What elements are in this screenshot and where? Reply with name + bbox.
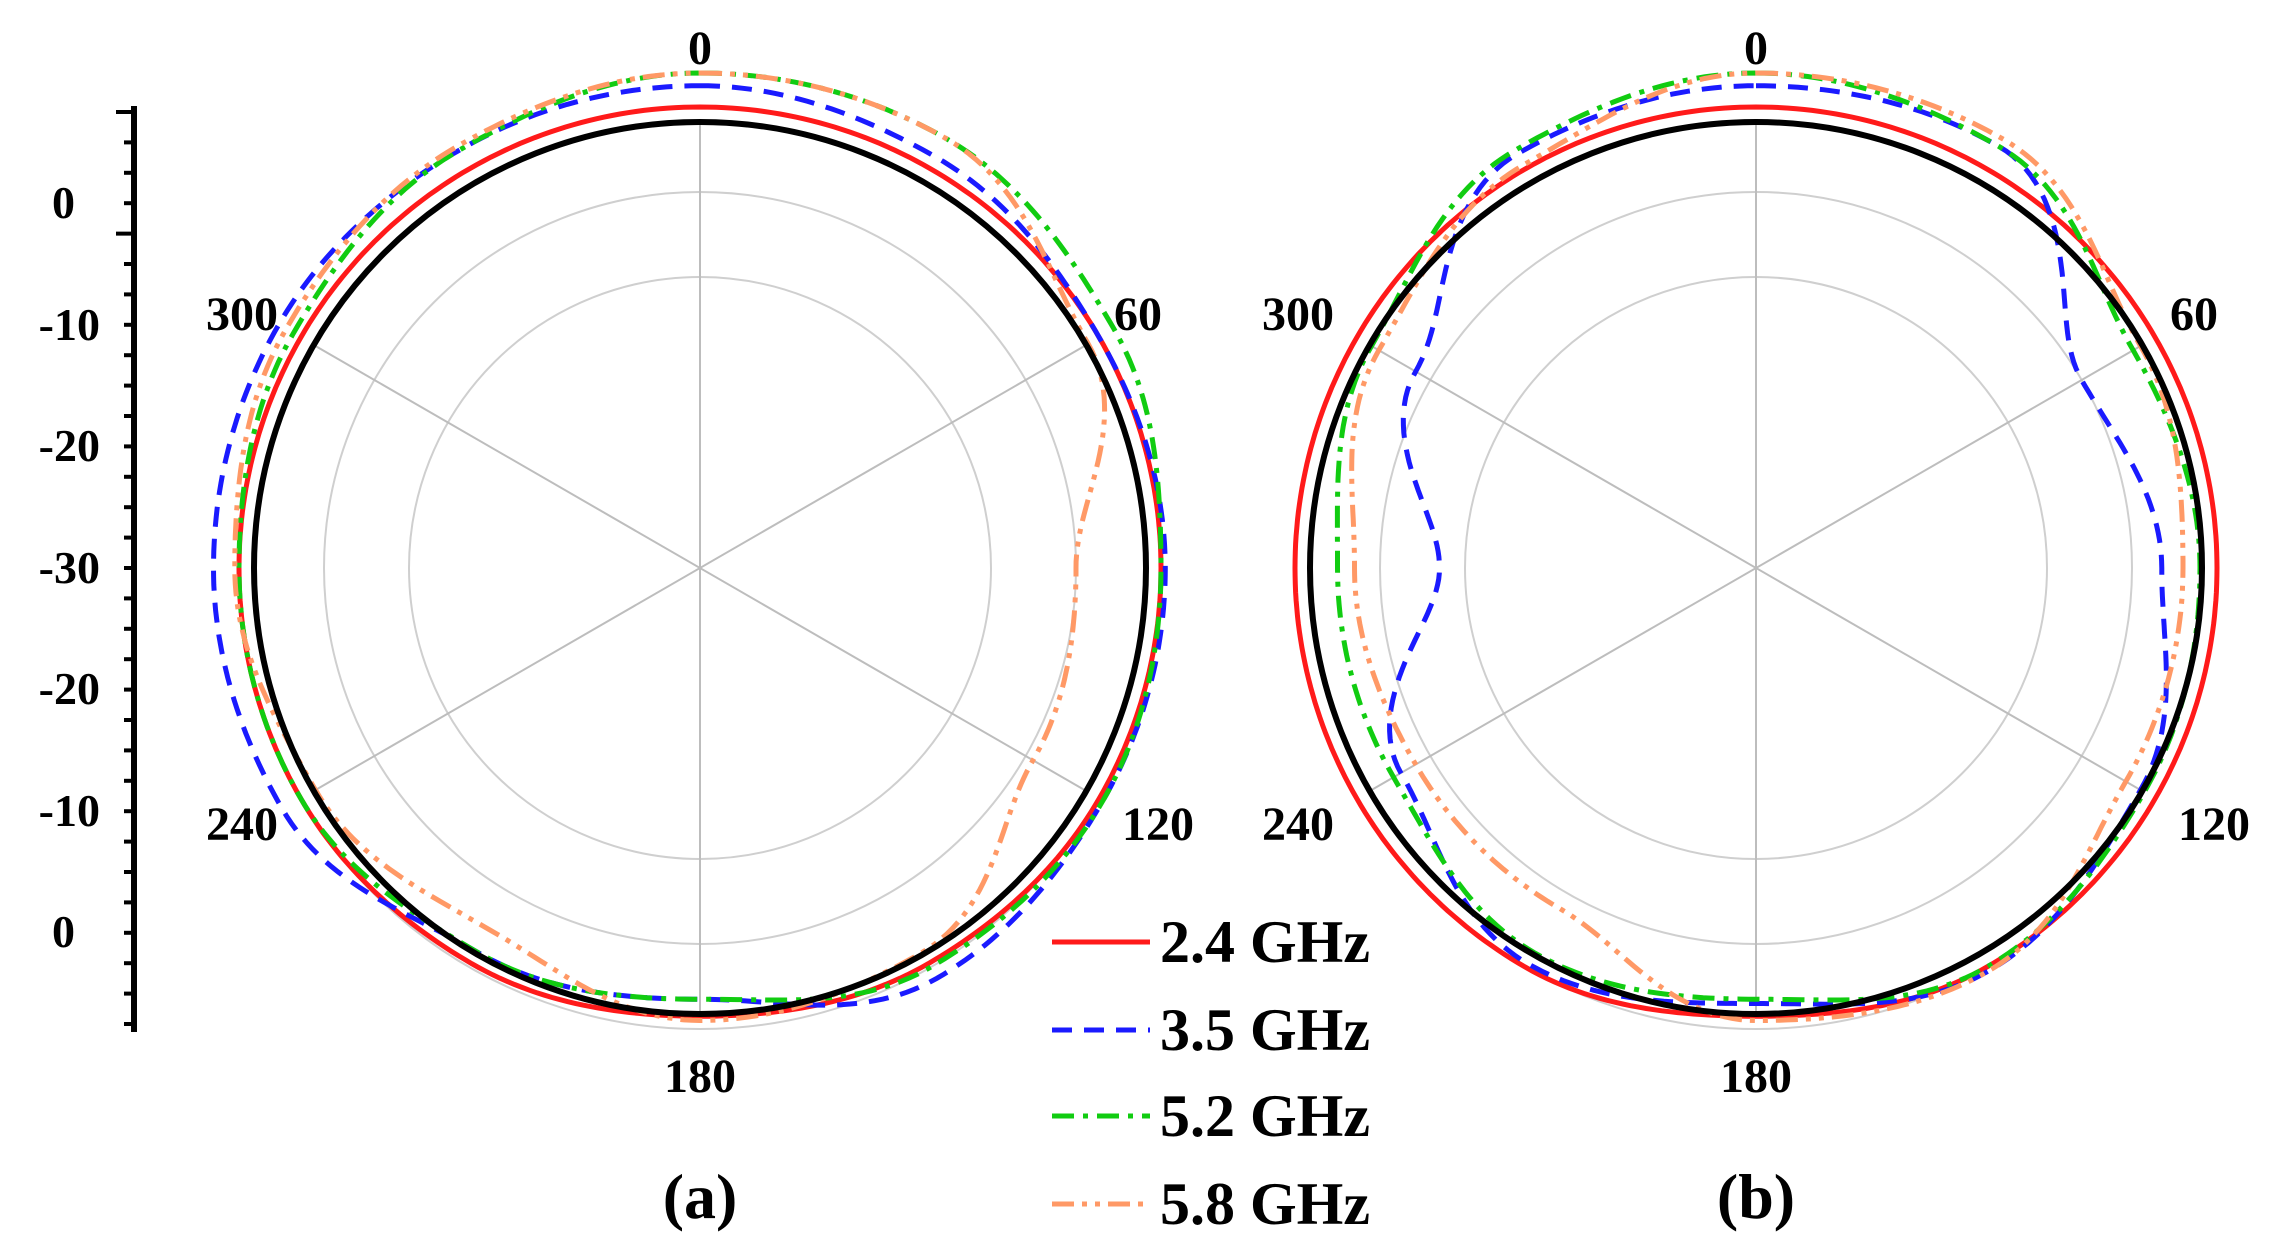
angle-label-0: 0 (1744, 22, 1768, 75)
radial-tick-label: -10 (39, 785, 100, 836)
legend-label: 3.5 GHz (1160, 997, 1370, 1063)
angle-label-60: 60 (1114, 288, 1162, 341)
angle-label-300: 300 (206, 288, 278, 341)
radial-axis-labels: 0 -10 -20 -30 -20 -10 0 (39, 177, 100, 957)
panel-label-a: (a) (663, 1161, 738, 1232)
angle-label-240: 240 (1262, 798, 1334, 851)
angle-labels-b: 0 60 120 180 240 300 (1262, 22, 2250, 1103)
angle-label-0: 0 (688, 22, 712, 75)
legend-entry: 5.2 GHz (1052, 1083, 1370, 1149)
polar-panel-b: 0 60 120 180 240 300 (b) (1262, 22, 2250, 1232)
panel-label-b: (b) (1717, 1161, 1795, 1232)
series-line-5-8-ghz (1349, 70, 2186, 1023)
radial-tick-label: -10 (39, 299, 100, 350)
angle-label-300: 300 (1262, 288, 1334, 341)
series-line-3-5-ghz (210, 83, 1168, 1008)
radial-tick-label: 0 (52, 177, 75, 228)
angle-labels-a: 0 60 120 180 240 300 (206, 22, 1194, 1103)
angle-label-120: 120 (1122, 798, 1194, 851)
legend-entry: 2.4 GHz (1052, 909, 1370, 975)
radial-tick-label: -20 (39, 420, 100, 471)
legend-label: 5.2 GHz (1160, 1083, 1370, 1149)
angle-label-180: 180 (1720, 1050, 1792, 1103)
legend: 2.4 GHz 3.5 GHz 5.2 GHz 5.8 GHz (1052, 909, 1370, 1237)
grid-spoke (1370, 345, 2142, 791)
angle-label-180: 180 (664, 1050, 736, 1103)
radial-tick-label: -20 (39, 663, 100, 714)
legend-entry: 3.5 GHz (1052, 997, 1370, 1063)
legend-label: 2.4 GHz (1160, 909, 1370, 975)
polar-panel-a: 0 60 120 180 240 300 (a) (206, 22, 1194, 1232)
angle-label-60: 60 (2170, 288, 2218, 341)
grid-spoke (314, 345, 1086, 791)
legend-label: 5.8 GHz (1160, 1171, 1370, 1237)
polar-outer-ring-a (251, 119, 1149, 1017)
radial-tick-label: 0 (52, 906, 75, 957)
legend-entry: 5.8 GHz (1052, 1171, 1370, 1237)
radial-axis-ticks (116, 110, 134, 1026)
radial-tick-label: -30 (39, 542, 100, 593)
series-line-3-5-ghz (1387, 83, 2169, 1007)
series-line-5-2-ghz (236, 70, 1164, 1003)
angle-label-240: 240 (206, 798, 278, 851)
polar-outer-ring-b (1307, 119, 2205, 1017)
radial-axis: 0 -10 -20 -30 -20 -10 0 (39, 106, 137, 1032)
polar-grid-a (238, 106, 1162, 1030)
angle-label-120: 120 (2178, 798, 2250, 851)
